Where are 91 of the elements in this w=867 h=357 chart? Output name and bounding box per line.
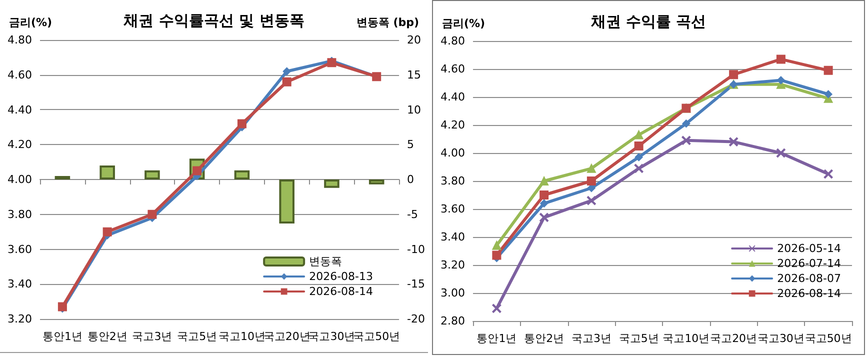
point bbox=[586, 176, 596, 186]
point bbox=[634, 130, 644, 140]
y2-tick-label: -10 bbox=[407, 242, 425, 256]
bar bbox=[279, 180, 294, 224]
point bbox=[586, 196, 596, 206]
x-tick-label: 국고10년 bbox=[218, 330, 266, 343]
point bbox=[492, 240, 502, 250]
point bbox=[682, 136, 691, 145]
y-tick-label: 3.60 bbox=[440, 202, 465, 216]
point bbox=[492, 250, 502, 260]
point bbox=[634, 153, 643, 162]
chart-title: 채권 수익률곡선 및 변동폭 bbox=[122, 12, 304, 30]
y-tick-label: 4.60 bbox=[440, 62, 465, 76]
legend-label: 2026-05-14 bbox=[777, 242, 842, 255]
y2-tick-label: -5 bbox=[407, 208, 418, 221]
y-tick-label: 4.80 bbox=[8, 34, 32, 46]
point bbox=[492, 304, 502, 313]
point bbox=[540, 212, 549, 222]
bar bbox=[368, 180, 384, 184]
point bbox=[776, 148, 786, 158]
x-tick-label: 국고3년 bbox=[132, 330, 172, 343]
point bbox=[824, 66, 833, 75]
point bbox=[729, 70, 738, 80]
x-tick-label: 통안2년 bbox=[524, 332, 564, 345]
bar bbox=[144, 170, 160, 180]
y-tick-label: 3.20 bbox=[440, 258, 465, 272]
y-tick-label: 3.80 bbox=[440, 174, 465, 188]
y-tick-label: 4.20 bbox=[440, 118, 465, 132]
y-axis-title: 금리(%) bbox=[9, 16, 52, 29]
y-tick-label: 4.60 bbox=[8, 68, 32, 82]
y-tick-label: 4.20 bbox=[8, 138, 32, 152]
y2-tick-label: -15 bbox=[407, 278, 425, 291]
bar bbox=[324, 180, 340, 188]
x-tick-label: 국고30년 bbox=[308, 330, 356, 343]
point bbox=[586, 164, 596, 173]
legend-label: 2026-08-14 bbox=[777, 287, 842, 300]
x-tick-label: 국고20년 bbox=[710, 332, 758, 345]
y-tick-label: 3.20 bbox=[8, 312, 32, 326]
y2-tick-label: 0 bbox=[407, 173, 414, 186]
chart-title: 채권 수익률 곡선 bbox=[590, 12, 706, 30]
legend-label: 2026-08-14 bbox=[309, 285, 374, 298]
y-tick-label: 3.40 bbox=[440, 230, 465, 244]
x-tick-label: 국고50년 bbox=[804, 332, 852, 345]
legend-label: 2026-07-14 bbox=[777, 257, 842, 270]
point bbox=[776, 54, 786, 64]
point bbox=[634, 164, 644, 173]
y-tick-label: 4.40 bbox=[8, 103, 32, 116]
x-tick-label: 통안1년 bbox=[476, 332, 517, 345]
point bbox=[540, 199, 548, 208]
y-tick-label: 3.40 bbox=[8, 278, 32, 291]
x-tick-label: 국고50년 bbox=[353, 330, 400, 343]
bar bbox=[234, 170, 250, 180]
point bbox=[729, 137, 738, 146]
y2-tick-label: 5 bbox=[407, 138, 414, 152]
y-tick-label: 4.00 bbox=[8, 173, 32, 186]
x-tick-label: 국고10년 bbox=[662, 332, 710, 345]
x-tick-label: 통안1년 bbox=[42, 330, 82, 343]
y-tick-label: 4.80 bbox=[440, 34, 465, 48]
y2-tick-label: 15 bbox=[407, 68, 422, 82]
point bbox=[540, 190, 549, 200]
x-tick-label: 국고20년 bbox=[263, 330, 310, 343]
y-tick-label: 3.00 bbox=[440, 286, 465, 300]
y2-axis-title: 변동폭 (bp) bbox=[356, 16, 420, 29]
y2-tick-label: 20 bbox=[407, 34, 422, 46]
x-tick-label: 국고30년 bbox=[757, 332, 804, 345]
y2-tick-label: 10 bbox=[407, 103, 422, 116]
bar bbox=[100, 166, 115, 180]
legend-label: 2026-08-07 bbox=[777, 272, 842, 285]
point bbox=[634, 142, 644, 150]
x-tick-label: 국고5년 bbox=[618, 332, 659, 345]
point bbox=[237, 119, 246, 128]
x-tick-label: 통안2년 bbox=[87, 330, 128, 343]
legend-label: 2026-08-13 bbox=[309, 270, 374, 283]
y-axis-title: 금리(%) bbox=[442, 17, 486, 30]
y-tick-label: 4.40 bbox=[440, 90, 465, 104]
point bbox=[824, 90, 832, 98]
y-tick-label: 3.80 bbox=[8, 208, 32, 221]
point bbox=[102, 227, 112, 236]
x-tick-label: 국고3년 bbox=[571, 332, 612, 345]
point bbox=[282, 67, 291, 76]
point bbox=[682, 120, 690, 128]
point bbox=[824, 170, 833, 178]
legend-label: 변동폭 bbox=[309, 255, 342, 268]
point bbox=[282, 77, 292, 86]
y2-tick-label: -20 bbox=[407, 312, 425, 326]
point bbox=[148, 210, 157, 219]
x-tick-label: 국고5년 bbox=[177, 330, 218, 343]
y-tick-label: 4.00 bbox=[440, 146, 465, 160]
point bbox=[540, 176, 549, 186]
y-tick-label: 3.60 bbox=[8, 242, 32, 256]
y-tick-label: 2.80 bbox=[440, 314, 465, 328]
